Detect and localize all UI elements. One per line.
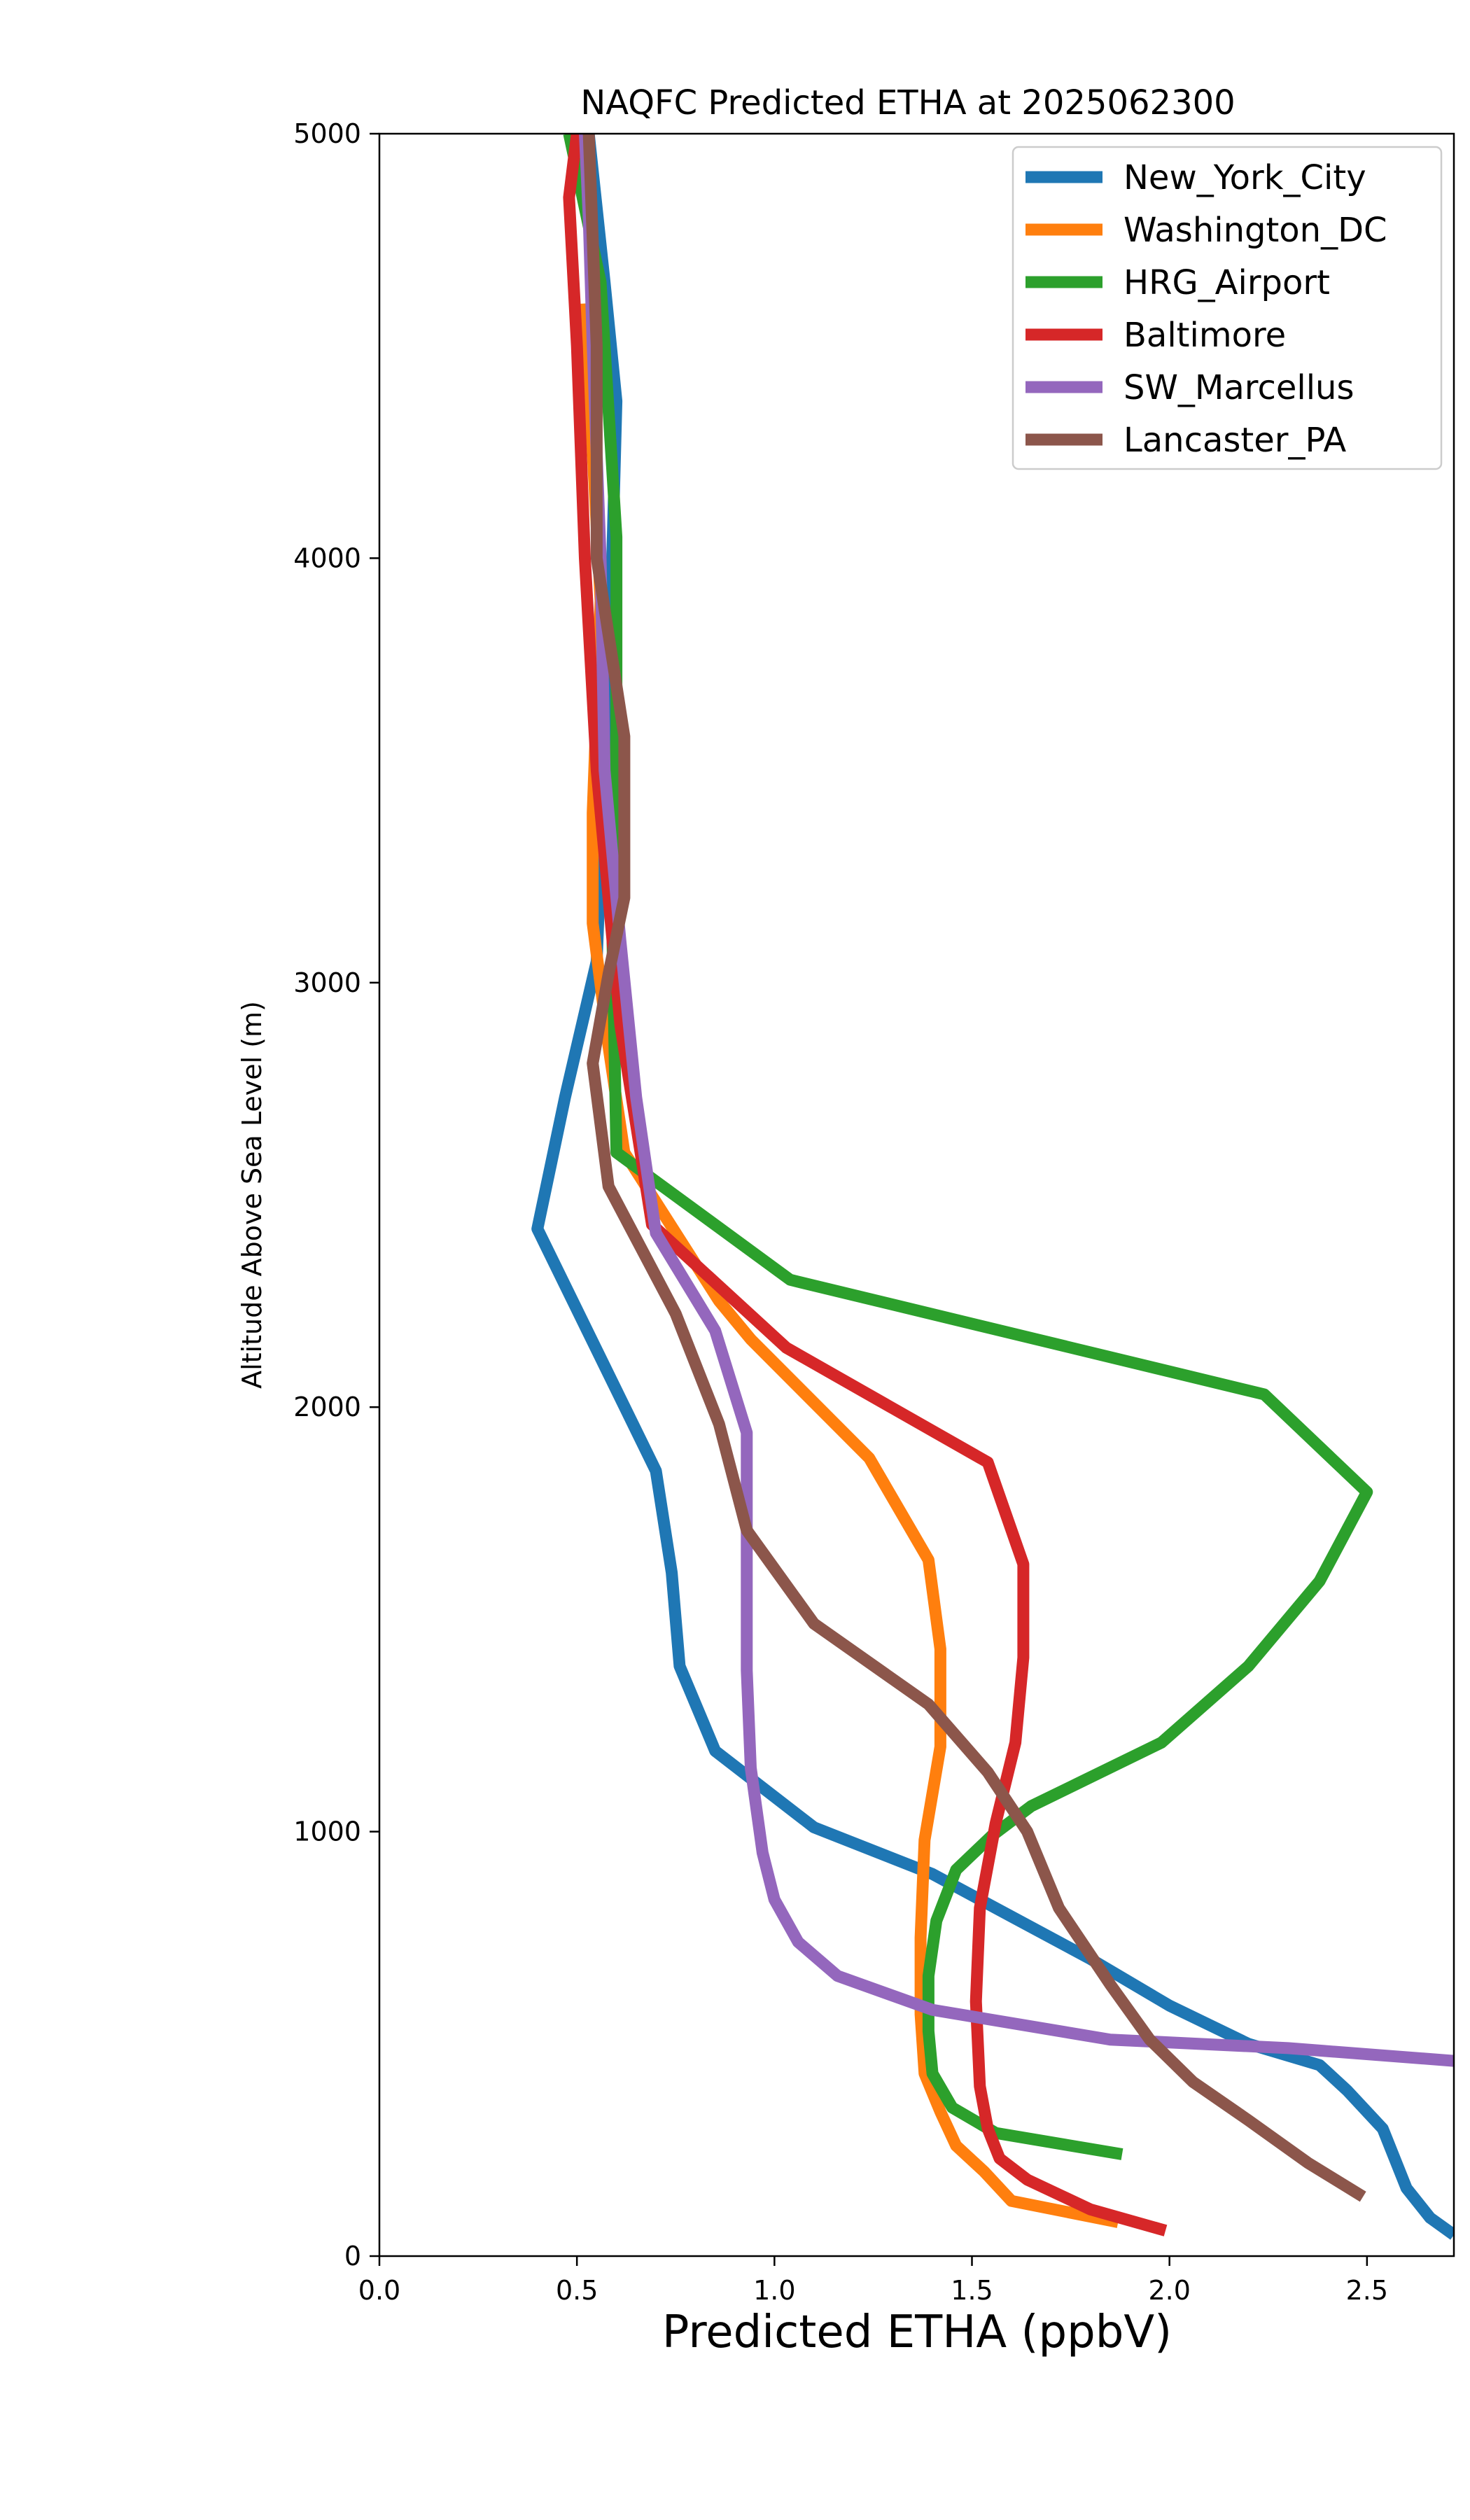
x-axis-label: Predicted ETHA (ppbV) [662, 2306, 1172, 2358]
x-tick-label: 1.0 [753, 2275, 795, 2306]
y-tick-label: 2000 [293, 1392, 361, 1422]
chart-title: NAQFC Predicted ETHA at 2025062300 [580, 83, 1235, 122]
series-line-lancaster-pa [582, 134, 1366, 2202]
legend-label: Washington_DC [1124, 211, 1387, 250]
y-axis-label: Altitude Above Sea Level (m) [237, 1001, 267, 1389]
x-tick-label: 2.0 [1148, 2275, 1190, 2306]
legend-box [1011, 146, 1443, 470]
y-tick-label: 1000 [293, 1816, 361, 1847]
y-tick-label: 5000 [293, 118, 361, 149]
legend-label: SW_Marcellus [1124, 368, 1354, 407]
series-line-baltimore [563, 134, 1168, 2236]
legend-label: Lancaster_PA [1124, 421, 1346, 460]
legend: New_York_City Washington_DC HRG_Airport Bal… [1011, 146, 1443, 470]
x-tick-label: 0.0 [358, 2275, 400, 2306]
plot-frame [378, 132, 1455, 2258]
x-tick-label: 2.5 [1346, 2275, 1388, 2306]
y-tick-label: 0 [344, 2241, 361, 2272]
legend-label: HRG_Airport [1124, 263, 1330, 302]
x-tick-label: 1.5 [951, 2275, 993, 2306]
series-line-washington-dc [579, 303, 1119, 2228]
legend-label: Baltimore [1124, 316, 1286, 355]
legend-label: New_York_City [1124, 158, 1366, 197]
x-tick-label: 0.5 [556, 2275, 598, 2306]
axis-layer: 0.0 0.5 1.0 1.5 2.0 2.5 0 1000 2000 3000 4000 5000 [293, 118, 1388, 2306]
y-tick-label: 4000 [293, 542, 361, 573]
y-tick-label: 3000 [293, 967, 361, 998]
series-layer [531, 134, 1454, 2240]
